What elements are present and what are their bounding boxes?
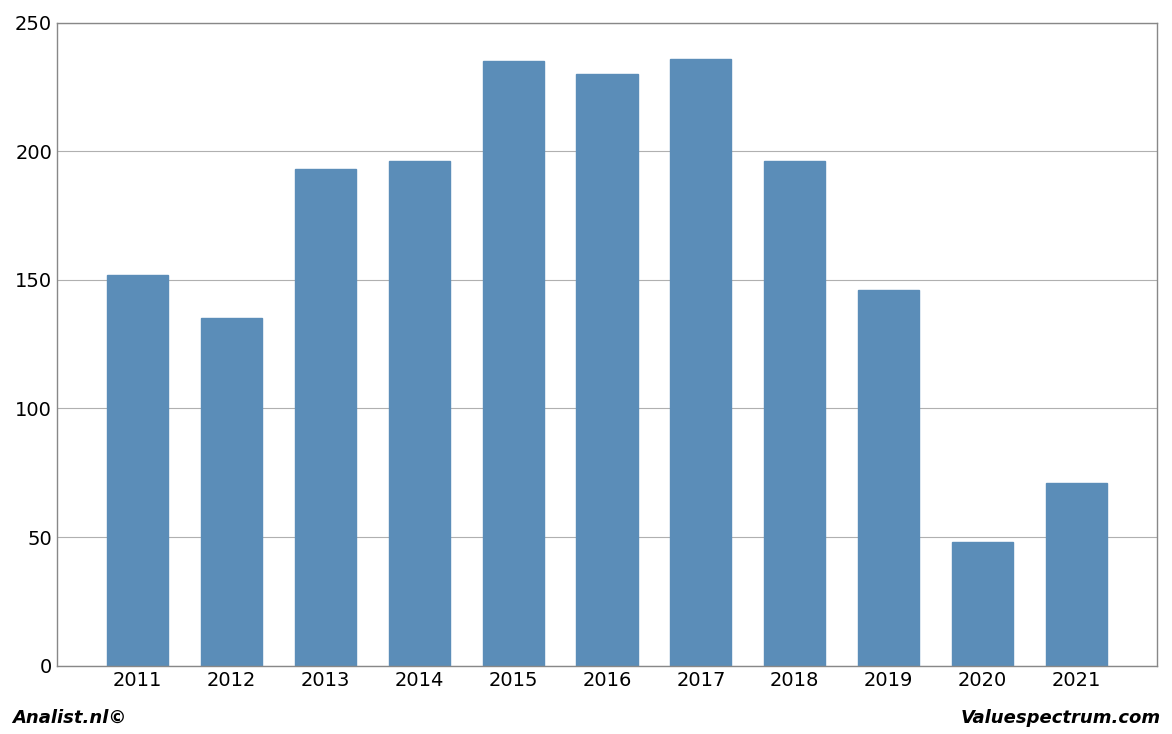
Text: Valuespectrum.com: Valuespectrum.com bbox=[960, 708, 1160, 727]
Bar bbox=[1045, 483, 1108, 666]
Bar bbox=[200, 319, 261, 666]
Bar bbox=[483, 61, 544, 666]
Bar bbox=[577, 74, 638, 666]
Bar bbox=[952, 542, 1013, 666]
Bar bbox=[764, 161, 825, 666]
Bar bbox=[389, 161, 450, 666]
Bar bbox=[670, 59, 731, 666]
Bar bbox=[107, 275, 168, 666]
Bar bbox=[295, 169, 356, 666]
Text: Analist.nl©: Analist.nl© bbox=[12, 708, 127, 727]
Bar bbox=[858, 290, 919, 666]
